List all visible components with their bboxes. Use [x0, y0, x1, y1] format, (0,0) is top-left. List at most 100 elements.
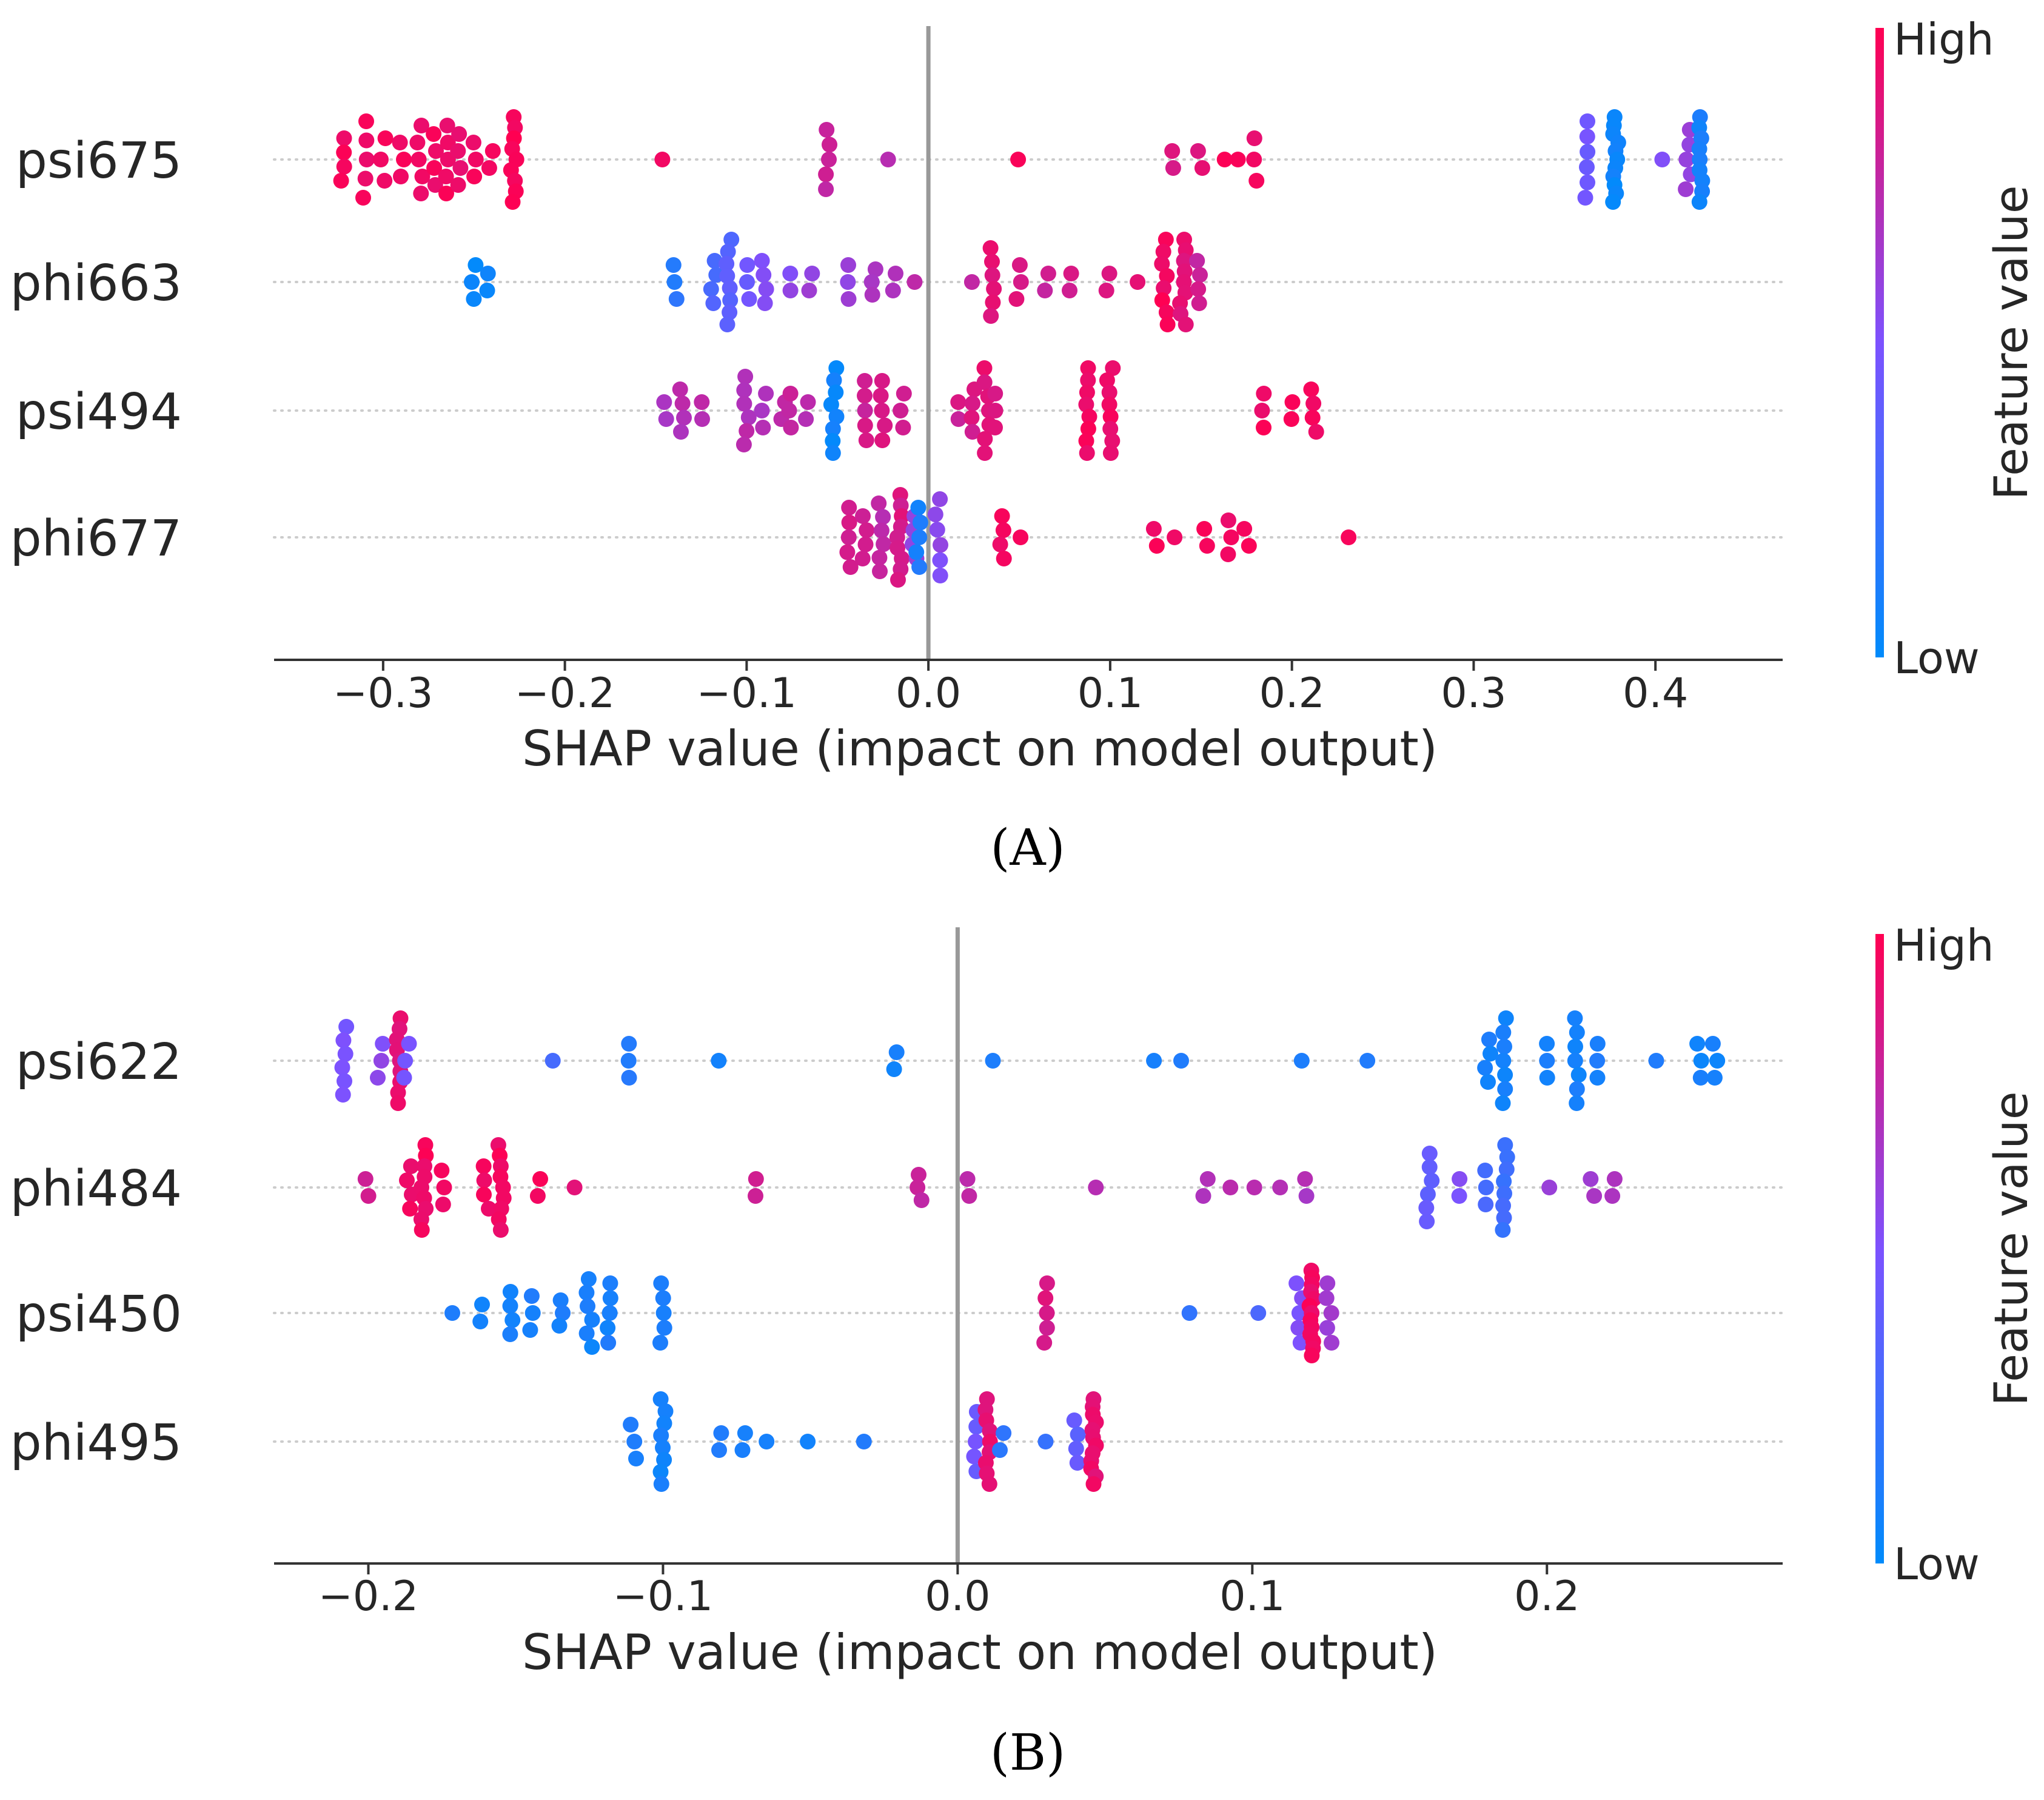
shap-point	[818, 166, 834, 183]
shap-point	[1497, 1137, 1513, 1153]
shap-point	[1693, 1053, 1709, 1069]
shap-point	[756, 267, 772, 283]
shap-point	[877, 417, 893, 434]
shap-point	[1570, 1067, 1587, 1083]
shap-point	[335, 1032, 352, 1049]
shap-point	[403, 1158, 419, 1174]
shap-point	[1689, 1036, 1706, 1052]
shap-point	[1010, 152, 1027, 167]
shap-point	[985, 1053, 1001, 1069]
shap-point	[390, 1095, 406, 1111]
shap-point	[908, 544, 925, 560]
feature-label: phi663	[10, 255, 182, 312]
shap-point	[335, 1087, 351, 1103]
shap-point	[1319, 1320, 1335, 1336]
shap-point	[736, 382, 752, 398]
shap-point	[996, 551, 1012, 566]
shap-point	[719, 256, 735, 272]
shap-point	[1284, 394, 1301, 410]
shap-point	[360, 1188, 377, 1204]
shap-point	[1480, 1074, 1496, 1090]
shap-point	[1037, 1434, 1054, 1449]
shap-point	[438, 169, 454, 184]
shap-point	[1008, 291, 1025, 307]
colorbar-high-label: High	[1894, 920, 1994, 971]
shap-point	[523, 1288, 540, 1304]
feature-label: psi622	[16, 1033, 182, 1091]
shap-point	[1039, 1320, 1055, 1336]
shap-point	[1539, 1036, 1555, 1052]
shap-point	[665, 257, 682, 273]
shap-point	[652, 1335, 668, 1351]
shap-point	[1604, 1188, 1621, 1204]
shap-point	[1079, 445, 1095, 461]
shap-point	[1191, 295, 1207, 311]
shap-point	[1341, 529, 1357, 545]
shap-point	[911, 529, 928, 545]
shap-point	[1088, 1180, 1104, 1195]
shap-point	[333, 173, 349, 189]
shap-point	[338, 1019, 355, 1035]
shap-point	[656, 1320, 672, 1336]
shap-point	[873, 522, 890, 539]
x-tick-label: 0.0	[925, 1573, 990, 1620]
colorbar-title: Feature value	[1984, 186, 2038, 500]
shap-point	[397, 1053, 414, 1069]
shap-point	[1013, 529, 1029, 545]
shap-point	[1483, 1046, 1498, 1062]
shap-point	[370, 1070, 386, 1086]
shap-point	[355, 190, 371, 206]
shap-point	[758, 281, 774, 297]
shap-point	[992, 1442, 1008, 1458]
shap-point	[800, 1434, 816, 1449]
shap-point	[885, 283, 901, 298]
shap-point	[995, 522, 1011, 539]
shap-point	[1419, 1214, 1435, 1229]
shap-point	[996, 1425, 1012, 1441]
shap-point	[932, 552, 948, 568]
shap-point	[981, 1476, 997, 1492]
shap-point	[621, 1036, 637, 1052]
shap-point	[1158, 232, 1174, 247]
shap-point	[871, 549, 888, 566]
shap-point	[1308, 424, 1324, 440]
shap-point	[876, 536, 892, 552]
shap-point	[620, 1053, 637, 1069]
shap-point	[839, 544, 856, 560]
shap-point	[964, 424, 980, 440]
shap-point	[652, 1391, 669, 1407]
shap-point	[666, 274, 683, 290]
shap-point	[828, 360, 845, 376]
shap-point	[873, 388, 889, 404]
shap-point	[1288, 1275, 1305, 1291]
colorbar	[1875, 934, 1884, 1563]
panel-caption: (B)	[990, 1724, 1065, 1782]
shap-point	[739, 423, 755, 439]
shap-point	[828, 385, 844, 400]
shap-point	[1080, 360, 1096, 376]
shap-point	[414, 118, 429, 133]
shap-point	[711, 1442, 727, 1458]
shap-point	[1104, 433, 1121, 449]
shap-point	[1220, 546, 1236, 562]
shap-point	[874, 432, 891, 448]
shap-point	[450, 143, 466, 159]
shap-point	[1154, 256, 1170, 272]
shap-point	[1102, 445, 1119, 461]
x-tick-label: 0.3	[1441, 670, 1506, 717]
shap-point	[1039, 1305, 1055, 1321]
shap-point	[722, 292, 739, 308]
shap-point	[451, 126, 467, 142]
x-tick-label: 0.4	[1623, 670, 1688, 717]
shap-point	[893, 403, 909, 418]
shap-point	[502, 1326, 518, 1342]
colorbar-low-label: Low	[1894, 633, 1980, 683]
shap-point	[628, 1451, 644, 1466]
shap-point	[1130, 274, 1146, 290]
shap-point	[450, 177, 466, 193]
shap-point	[652, 1464, 669, 1480]
shap-point	[1146, 1053, 1162, 1069]
shap-point	[1283, 411, 1299, 427]
shap-point	[722, 280, 738, 296]
shap-point	[965, 395, 980, 412]
